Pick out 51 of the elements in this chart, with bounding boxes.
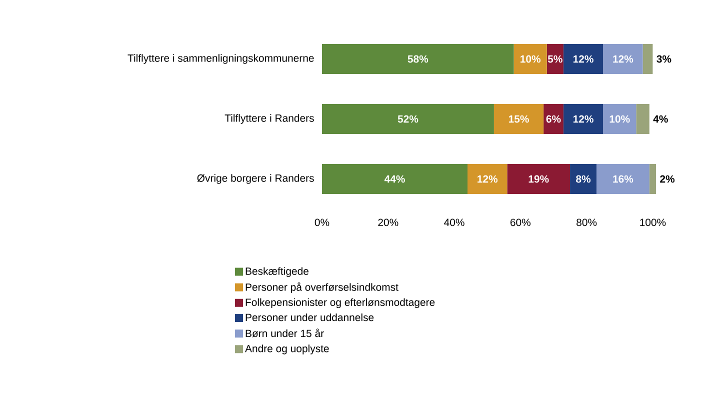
legend-label: Folkepensionister og efterlønsmodtagere	[246, 298, 435, 308]
x-tick-label: 80%	[576, 218, 597, 226]
data-label: 3%	[656, 55, 672, 63]
bar	[322, 44, 514, 74]
data-label: 10%	[610, 115, 630, 123]
y-tick-label: Øvrige borgere i Randers	[197, 174, 314, 184]
data-label: 2%	[660, 175, 675, 183]
data-label: 19%	[528, 175, 549, 183]
bar	[514, 44, 547, 74]
legend-label: Beskæftigede	[246, 267, 308, 277]
bar	[494, 104, 544, 134]
bar	[546, 44, 564, 74]
x-tick-label: 0%	[314, 218, 330, 226]
bar	[322, 164, 468, 194]
bar	[649, 164, 656, 194]
data-label: 8%	[576, 175, 591, 183]
data-label: 12%	[573, 115, 594, 123]
x-tick-label: 60%	[510, 218, 531, 226]
bar	[642, 44, 653, 74]
data-label: 15%	[508, 115, 529, 123]
data-label: 16%	[613, 175, 634, 183]
data-label: 52%	[398, 115, 418, 123]
data-label: 10%	[520, 55, 541, 63]
bar	[570, 164, 596, 194]
data-label: 12%	[613, 55, 634, 63]
bar	[596, 164, 650, 194]
data-label: 4%	[653, 115, 668, 123]
legend-label: Børn under 15 år	[246, 328, 324, 338]
bar	[507, 164, 570, 194]
x-tick-label: 40%	[444, 218, 464, 226]
data-label: 5%	[548, 55, 562, 63]
data-label: 12%	[573, 55, 594, 63]
legend-label: Personer på overførselsindkomst	[246, 282, 398, 293]
legend-label: Andre og uoplyste	[245, 344, 329, 354]
bar	[468, 164, 508, 194]
x-tick-label: 100%	[640, 218, 666, 226]
bar	[603, 104, 636, 134]
bar	[603, 44, 643, 74]
legend-label: Personer under uddannelse	[246, 313, 374, 322]
y-tick-label: Tilflyttere i Randers	[224, 114, 314, 124]
y-tick-label: Tilflyttere i sammenligningskommunerne	[128, 54, 314, 64]
bar	[322, 104, 494, 134]
bar	[636, 104, 650, 134]
data-label: 58%	[408, 55, 428, 63]
x-tick-label: 20%	[378, 218, 398, 226]
data-label: 12%	[478, 175, 498, 183]
data-label: 44%	[384, 175, 405, 183]
bar	[544, 104, 564, 134]
bar	[563, 104, 604, 134]
data-label: 6%	[546, 115, 561, 123]
bar	[563, 44, 604, 74]
